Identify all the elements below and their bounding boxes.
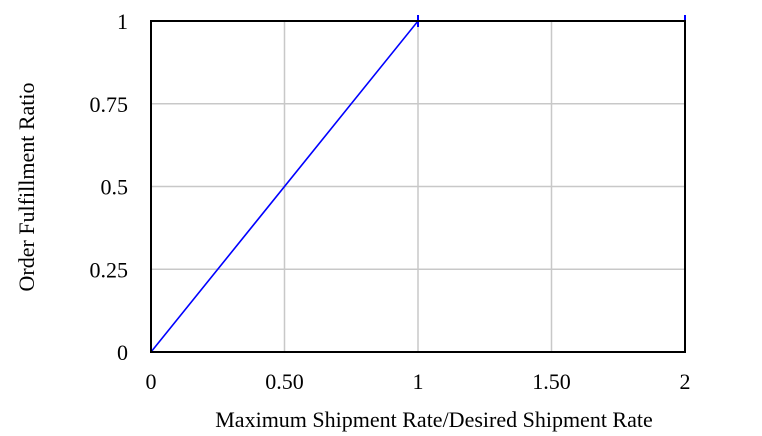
grid: [150, 20, 686, 353]
x-tick-label: 0.50: [265, 369, 304, 394]
y-axis-label: Order Fulfillment Ratio: [14, 83, 39, 292]
y-tick-label: 0.25: [90, 257, 129, 282]
x-axis-label: Maximum Shipment Rate/Desired Shipment R…: [215, 407, 653, 432]
x-axis-ticks: 0 0.50 1 1.50 2: [146, 369, 691, 394]
y-tick-label: 0.75: [90, 92, 129, 117]
plot-frame: [150, 20, 686, 353]
y-tick-label: 0: [117, 340, 128, 365]
x-tick-label: 1: [413, 369, 424, 394]
y-axis-ticks: 0 0.25 0.5 0.75 1: [90, 9, 129, 365]
y-tick-label: 0.5: [101, 175, 129, 200]
x-tick-label: 2: [680, 369, 691, 394]
x-tick-label: 0: [146, 369, 157, 394]
y-tick-label: 1: [117, 9, 128, 34]
x-tick-label: 1.50: [532, 369, 571, 394]
